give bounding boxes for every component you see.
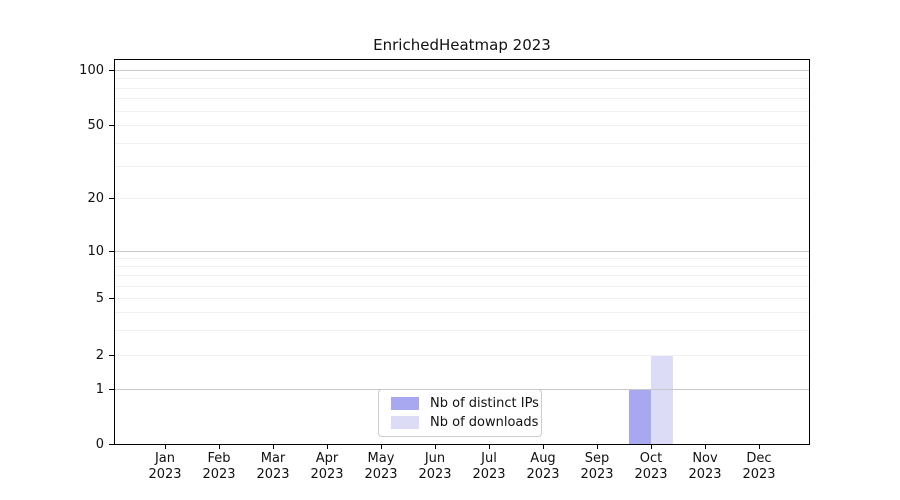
x-tick-label: Apr 2023 — [310, 451, 344, 482]
y-gridline-minor — [115, 355, 809, 356]
x-tick-mark — [327, 444, 329, 449]
y-tick-label: 10 — [87, 244, 104, 259]
chart-title: EnrichedHeatmap 2023 — [373, 36, 551, 54]
x-tick-mark — [489, 444, 491, 449]
bar-distinct-ips — [629, 389, 651, 444]
y-gridline-minor — [115, 312, 809, 313]
y-tick-label: 100 — [79, 63, 104, 78]
y-tick-label: 0 — [95, 437, 104, 452]
y-gridline-major — [115, 70, 809, 71]
x-tick-label: Sep 2023 — [580, 451, 614, 482]
y-gridline-minor — [115, 330, 809, 331]
y-tick-label: 2 — [95, 348, 104, 363]
x-tick-mark — [435, 444, 437, 449]
y-gridline-minor — [115, 78, 809, 79]
y-gridline-minor — [115, 111, 809, 112]
y-gridline-minor — [115, 258, 809, 259]
y-gridline-major — [115, 251, 809, 252]
y-tick-mark — [109, 125, 114, 127]
y-tick-label: 5 — [95, 291, 104, 306]
legend: Nb of distinct IPs Nb of downloads — [378, 389, 542, 437]
x-tick-mark — [219, 444, 221, 449]
y-tick-mark — [109, 298, 114, 300]
y-gridline-minor — [115, 198, 809, 199]
legend-item-downloads: Nb of downloads — [391, 415, 538, 430]
y-gridline-minor — [115, 125, 809, 126]
y-gridline-minor — [115, 143, 809, 144]
legend-swatch-distinct-ips — [391, 397, 419, 410]
x-tick-mark — [651, 444, 653, 449]
y-tick-label: 20 — [87, 191, 104, 206]
y-gridline-minor — [115, 166, 809, 167]
y-tick-label: 50 — [87, 118, 104, 133]
y-gridline-minor — [115, 298, 809, 299]
x-tick-label: Oct 2023 — [634, 451, 668, 482]
y-gridline-minor — [115, 286, 809, 287]
y-gridline-minor — [115, 98, 809, 99]
y-tick-mark — [109, 198, 114, 200]
x-tick-label: Jan 2023 — [148, 451, 182, 482]
x-tick-label: Aug 2023 — [526, 451, 560, 482]
x-tick-label: Nov 2023 — [688, 451, 722, 482]
y-tick-mark — [109, 355, 114, 357]
x-tick-mark — [543, 444, 545, 449]
x-tick-label: Jun 2023 — [418, 451, 452, 482]
legend-item-distinct-ips: Nb of distinct IPs — [391, 396, 539, 411]
legend-label-distinct-ips: Nb of distinct IPs — [430, 396, 539, 411]
y-tick-mark — [109, 444, 114, 446]
legend-label-downloads: Nb of downloads — [430, 415, 539, 430]
x-tick-mark — [597, 444, 599, 449]
x-tick-label: Mar 2023 — [256, 451, 290, 482]
plot-area — [114, 59, 810, 445]
y-gridline-minor — [115, 88, 809, 89]
x-tick-mark — [165, 444, 167, 449]
x-tick-label: Dec 2023 — [742, 451, 776, 482]
y-tick-label: 1 — [95, 382, 104, 397]
x-tick-mark — [705, 444, 707, 449]
legend-swatch-downloads — [391, 416, 419, 429]
y-tick-mark — [109, 389, 114, 391]
x-tick-mark — [759, 444, 761, 449]
y-tick-mark — [109, 70, 114, 72]
y-tick-mark — [109, 251, 114, 253]
x-tick-label: Jul 2023 — [472, 451, 506, 482]
y-gridline-minor — [115, 266, 809, 267]
y-gridline-minor — [115, 275, 809, 276]
bar-downloads — [651, 355, 673, 444]
x-tick-mark — [381, 444, 383, 449]
x-tick-mark — [273, 444, 275, 449]
x-tick-label: May 2023 — [364, 451, 398, 482]
x-tick-label: Feb 2023 — [202, 451, 236, 482]
